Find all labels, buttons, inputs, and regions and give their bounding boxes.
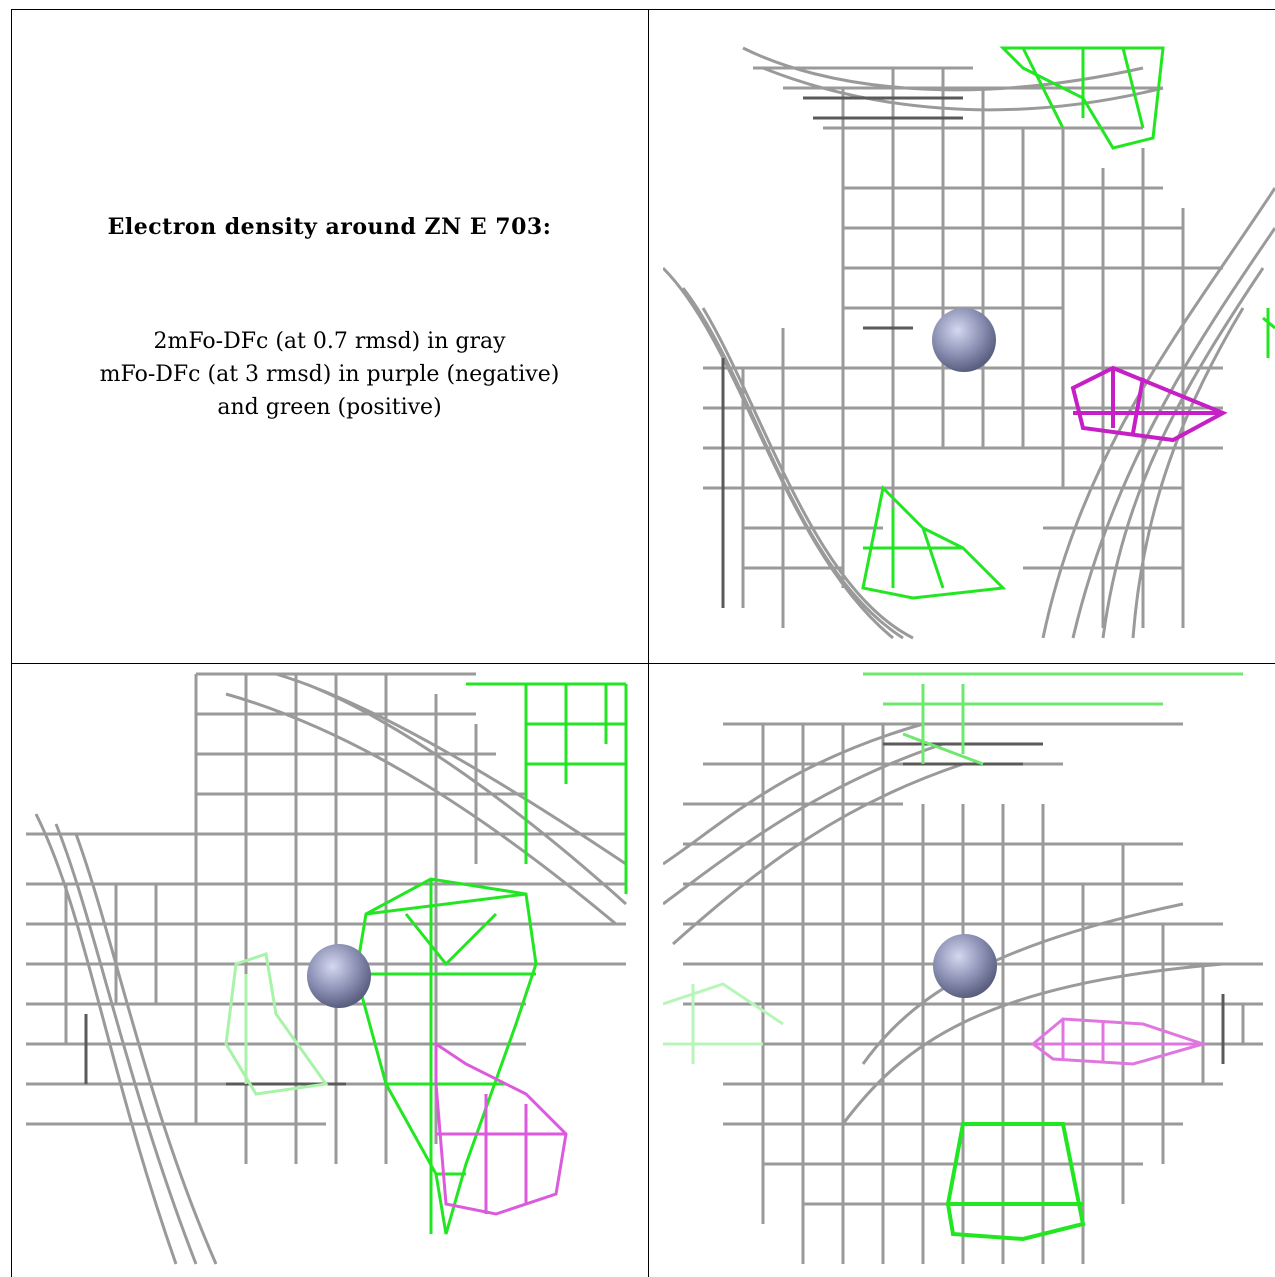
density-view-3 (663, 664, 1275, 1277)
middle-divider (11, 663, 1275, 664)
green-positive-mesh (945, 1122, 1086, 1242)
density-view-2 (26, 664, 633, 1277)
left-border (11, 9, 12, 1277)
purple-negative-mesh (1030, 1017, 1209, 1066)
purple-negative-mesh (434, 1041, 568, 1216)
green-positive-mesh-faded (863, 672, 1243, 766)
caption-title: Electron density around ZN E 703: (107, 214, 552, 240)
center-divider (648, 9, 649, 1277)
top-border (11, 9, 1275, 10)
green-positive-mesh-faded (224, 952, 329, 1096)
gray-mesh-dark-edges (721, 96, 963, 608)
figure-frame: Electron density around ZN E 703: 2mFo-D… (11, 9, 1275, 1277)
zinc-atom (933, 934, 997, 998)
green-positive-mesh-faded-side (663, 982, 784, 1064)
gray-mesh-2fofc (26, 672, 628, 1265)
gray-mesh-dark-edges (883, 742, 1225, 1064)
green-positive-mesh (354, 682, 628, 1235)
gray-mesh-2fofc (663, 722, 1263, 1264)
caption-line-fofc: mFo-DFc (at 3 rmsd) in purple (negative) (99, 362, 560, 387)
purple-negative-mesh (1070, 365, 1228, 443)
green-positive-mesh (861, 46, 1275, 600)
density-view-1 (663, 28, 1275, 644)
caption-line-colors: and green (positive) (217, 395, 442, 420)
caption-cell: Electron density around ZN E 703: 2mFo-D… (11, 9, 648, 663)
caption-line-2fofc: 2mFo-DFc (at 0.7 rmsd) in gray (153, 329, 506, 354)
zinc-atom (307, 944, 371, 1008)
zinc-atom (932, 308, 996, 372)
